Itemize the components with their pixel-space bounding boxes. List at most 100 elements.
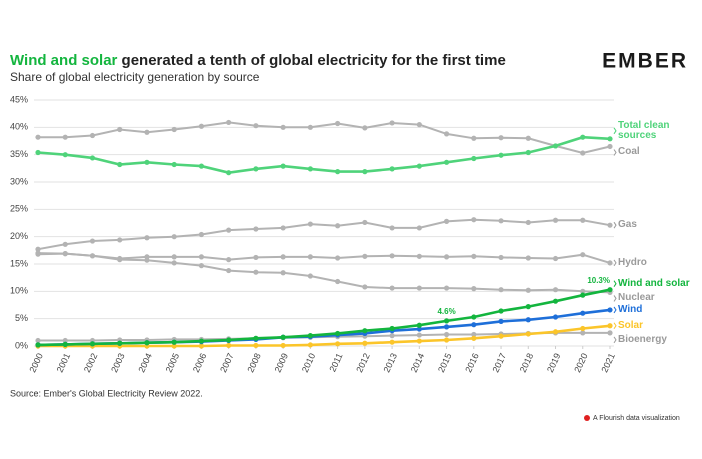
x-tick-label: 2019: [545, 352, 563, 374]
data-point: [389, 325, 395, 332]
data-point: [552, 143, 559, 149]
data-point: [416, 285, 422, 291]
data-point: [226, 170, 232, 176]
data-point: [498, 318, 504, 324]
y-tick-label: 35%: [10, 149, 28, 159]
chart-title: Wind and solar generated a tenth of glob…: [10, 52, 506, 69]
data-point: [552, 329, 559, 335]
data-point: [226, 257, 232, 263]
data-point: [171, 343, 177, 349]
data-point: [171, 234, 177, 240]
data-point: [416, 253, 422, 259]
data-point: [253, 335, 259, 341]
data-point: [471, 335, 477, 341]
series-line: [37, 288, 611, 347]
data-point: [580, 252, 586, 258]
x-tick-label: 2002: [82, 352, 100, 374]
x-tick-label: 2016: [463, 352, 481, 374]
data-point: [226, 119, 232, 126]
chart-subtitle: Share of global electricity generation b…: [10, 70, 260, 84]
value-label: 10.3%: [587, 276, 610, 285]
series-label: Gas: [618, 219, 637, 231]
data-point: [498, 308, 504, 314]
data-point: [525, 135, 531, 141]
label-bracket: [613, 127, 617, 135]
data-point: [607, 307, 613, 313]
data-point: [607, 222, 613, 228]
data-point: [416, 338, 422, 344]
x-tick-label: 2017: [490, 352, 508, 374]
data-point: [525, 317, 531, 323]
series-line: [38, 121, 611, 155]
data-point: [307, 254, 313, 260]
data-point: [171, 126, 177, 133]
data-point: [62, 251, 68, 257]
x-tick-label: 2018: [518, 352, 536, 374]
data-point: [117, 257, 123, 263]
data-point: [389, 253, 395, 259]
data-point: [171, 161, 177, 168]
data-point: [335, 120, 341, 127]
data-point: [280, 342, 286, 349]
data-point: [171, 254, 177, 260]
data-point: [525, 149, 531, 156]
y-tick-label: 15%: [10, 258, 28, 268]
data-point: [253, 123, 259, 129]
data-point: [144, 257, 150, 263]
data-point: [580, 330, 586, 336]
data-point: [443, 285, 450, 291]
x-tick-label: 2014: [409, 352, 427, 374]
data-point: [471, 314, 477, 320]
data-point: [443, 131, 450, 137]
series-label: Solar: [618, 319, 644, 331]
data-point: [307, 166, 313, 172]
data-point: [416, 332, 422, 338]
data-point: [362, 284, 368, 290]
data-point: [471, 217, 477, 223]
data-point: [89, 132, 96, 139]
y-tick-label: 40%: [10, 122, 28, 132]
series-line: [38, 324, 611, 348]
data-point: [198, 123, 205, 129]
title-rest: generated a tenth of global electricity …: [122, 52, 506, 69]
data-point: [416, 326, 422, 332]
data-point: [525, 331, 531, 337]
data-point: [35, 134, 41, 140]
source-note: Source: Ember's Global Electricity Revie…: [10, 388, 203, 398]
x-tick-label: 2003: [109, 352, 127, 374]
data-point: [144, 340, 150, 346]
label-bracket: [613, 280, 617, 287]
data-point: [552, 217, 559, 223]
data-point: [498, 333, 504, 339]
data-point: [198, 254, 205, 260]
title-highlight: Wind and solar: [10, 52, 118, 69]
data-point: [35, 342, 41, 348]
data-point: [498, 152, 504, 158]
data-point: [280, 334, 286, 340]
data-point: [580, 288, 586, 294]
x-tick-label: 2004: [136, 352, 154, 374]
data-point: [35, 149, 41, 156]
data-point: [362, 219, 368, 226]
data-point: [607, 143, 613, 150]
data-point: [335, 223, 341, 229]
series-line: [37, 135, 611, 175]
data-point: [389, 225, 395, 231]
data-point: [226, 227, 232, 233]
y-tick-label: 20%: [10, 231, 28, 241]
data-point: [389, 339, 395, 345]
data-point: [389, 285, 395, 291]
label-bracket: [613, 259, 617, 267]
data-point: [171, 339, 177, 345]
data-point: [362, 169, 368, 175]
data-point: [552, 287, 559, 293]
label-bracket: [613, 322, 617, 330]
y-tick-label: 10%: [10, 286, 28, 296]
series-label: Coal: [618, 146, 640, 158]
series-label: Nuclear: [618, 292, 655, 304]
y-tick-label: 45%: [10, 94, 28, 104]
label-bracket: [613, 306, 617, 314]
x-tick-label: 2007: [218, 352, 236, 374]
data-point: [443, 337, 450, 343]
data-point: [443, 254, 450, 260]
